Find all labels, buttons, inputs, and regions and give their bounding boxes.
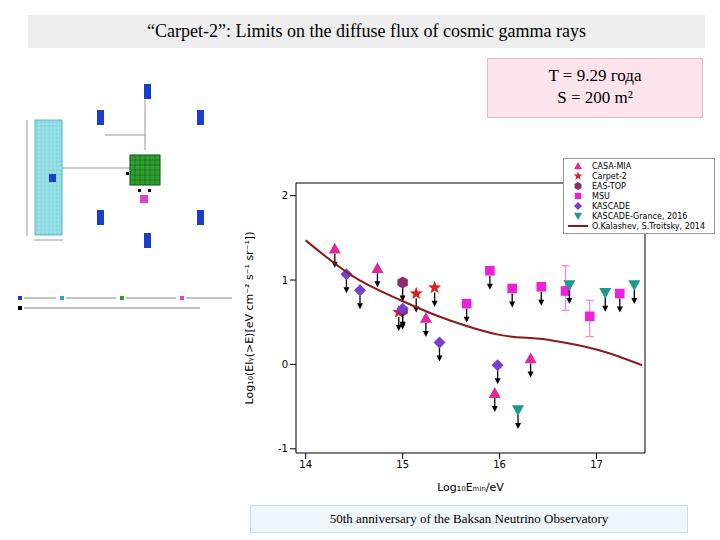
svg-text:16: 16 bbox=[493, 459, 506, 470]
svg-text:-1: -1 bbox=[278, 443, 288, 454]
html-text:EAS-TOP: EAS-TOP bbox=[592, 181, 626, 191]
svg-text:17: 17 bbox=[590, 459, 603, 470]
svg-text:Log₁₀Eₘᵢₙ/eV: Log₁₀Eₘᵢₙ/eV bbox=[437, 481, 504, 494]
html-text:T = 9.29 года: T = 9.29 года bbox=[548, 66, 642, 85]
html-text:MSU: MSU bbox=[592, 191, 610, 201]
svg-text:15: 15 bbox=[396, 459, 409, 470]
html-text:O.Kalashev, S.Troitsky, 2014: O.Kalashev, S.Troitsky, 2014 bbox=[592, 221, 705, 231]
html-text:KASCADE: KASCADE bbox=[592, 201, 630, 211]
html-text:CASA-MIA: CASA-MIA bbox=[592, 161, 632, 171]
html-text:50th anniversary of the Baksan: 50th anniversary of the Baksan Neutrino … bbox=[329, 511, 609, 526]
html-text:“Carpet-2”: Limits on the diff: “Carpet-2”: Limits on the diffuse flux o… bbox=[147, 21, 586, 41]
svg-text:2: 2 bbox=[282, 190, 288, 201]
html-text:S = 200 m²: S = 200 m² bbox=[557, 88, 633, 107]
svg-text:0: 0 bbox=[282, 359, 288, 370]
svg-text:14: 14 bbox=[299, 459, 312, 470]
svg-text:Log₁₀(EIᵧ(>E)[eV cm⁻² s⁻¹ sr⁻¹: Log₁₀(EIᵧ(>E)[eV cm⁻² s⁻¹ sr⁻¹]) bbox=[245, 232, 256, 405]
html-text:KASCADE-Grance, 2016: KASCADE-Grance, 2016 bbox=[592, 211, 688, 221]
svg-text:1: 1 bbox=[282, 275, 288, 286]
html-text:Carpet-2: Carpet-2 bbox=[592, 171, 627, 181]
